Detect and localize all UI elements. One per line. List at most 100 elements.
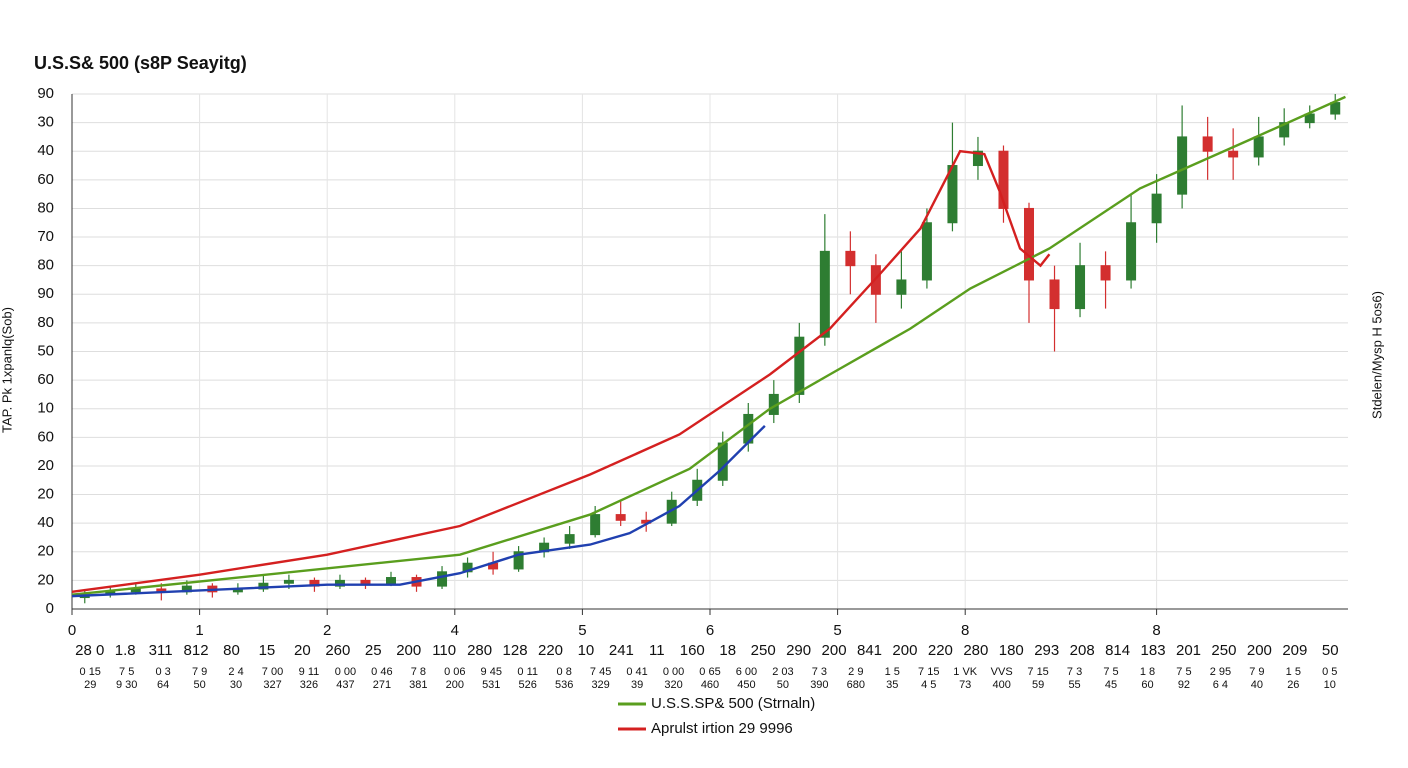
candle-body [437,571,448,587]
x-sub-label: 0 3 [155,666,170,678]
x-sub-label: 536 [555,679,573,691]
x-sub-label: 50 [193,679,205,691]
x-sub-label: 18 [719,642,736,659]
x-sub-label: 209 [1282,642,1307,659]
x-sub-label: 200 [1247,642,1272,659]
x-sub-label: 7 45 [590,666,611,678]
x-sub-label: 0 5 [1322,666,1337,678]
x-sub-label: 320 [664,679,682,691]
x-sub-label: 80 [223,642,240,659]
x-sub-label: 2 9 [848,666,863,678]
x-sub-label: 60 [1141,679,1153,691]
y-tick-label: 80 [37,314,54,331]
y-tick-label: 90 [37,285,54,302]
candle-body [334,579,345,587]
x-sub-label: 260 [325,642,350,659]
x-sub-label: 329 [591,679,609,691]
x-sub-label: 183 [1141,642,1166,659]
x-sub-label: 526 [519,679,537,691]
x-sub-label: 20 [294,642,311,659]
x-sub-label: 7 9 [1249,666,1264,678]
x-sub-label: 0 65 [699,666,720,678]
candle-body [1202,136,1213,152]
x-tick-label: 8 [1152,622,1160,639]
x-sub-label: 9 30 [116,679,137,691]
candle-body [1177,136,1188,195]
x-tick-label: 0 [68,622,76,639]
x-sub-label: 73 [959,679,971,691]
x-tick-label: 8 [961,622,969,639]
x-sub-label: 9 11 [299,666,320,678]
candle-body [564,534,575,544]
x-sub-label: 200 [446,679,464,691]
x-sub-label: 812 [184,642,209,659]
x-sub-label: 220 [538,642,563,659]
x-sub-label: 1 5 [1286,666,1301,678]
candle-body [1049,279,1060,310]
x-sub-label: 26 [1287,679,1299,691]
x-sub-label: 6 00 [736,666,757,678]
x-sub-label: 7 9 [192,666,207,678]
x-sub-label: 7 5 [119,666,134,678]
x-sub-label: 250 [1211,642,1236,659]
x-sub-label: 92 [1178,679,1190,691]
x-sub-label: 7 8 [411,666,426,678]
x-sub-label: 160 [680,642,705,659]
candle-body [615,514,626,521]
x-tick-label: 1 [195,622,203,639]
x-sub-label: 814 [1105,642,1130,659]
x-tick-label: 5 [578,622,586,639]
candle-body [1151,193,1162,224]
x-sub-label: 29 [84,679,96,691]
x-sub-label: 326 [300,679,318,691]
y-tick-label: 60 [37,428,54,445]
x-sub-label: VVS [991,666,1013,678]
legend-label: U.S.S.SP& 500 (Strnaln) [651,695,815,712]
x-sub-label: 0 8 [557,666,572,678]
x-sub-label: 50 [1322,642,1339,659]
x-sub-label: 1 VK [953,666,978,678]
x-sub-label: 1 8 [1140,666,1155,678]
x-sub-label: 39 [631,679,643,691]
x-sub-label: 7 3 [1067,666,1082,678]
x-sub-label: 208 [1070,642,1095,659]
x-sub-label: 271 [373,679,391,691]
y-tick-label: 0 [46,600,54,617]
x-sub-label: 45 [1105,679,1117,691]
x-sub-label: 15 [259,642,276,659]
candle-body [590,514,601,536]
x-sub-label: 30 [230,679,242,691]
x-sub-label: 0 00 [335,666,356,678]
x-sub-label: 200 [892,642,917,659]
candle-body [896,279,907,295]
x-sub-label: 0 41 [626,666,647,678]
x-sub-label: 390 [810,679,828,691]
x-sub-label: 280 [963,642,988,659]
candle-body [1253,136,1264,158]
x-sub-label: 2 95 [1210,666,1231,678]
candle-body [998,150,1009,209]
line-series [71,425,766,598]
x-sub-label: 0 00 [663,666,684,678]
y2-axis-label: Stdelen/Mysp H 5os6) [1369,291,1384,419]
x-sub-label: 1.8 [115,642,136,659]
candle-body [1228,150,1239,158]
x-sub-label: 2 4 [228,666,243,678]
y-tick-label: 80 [37,199,54,216]
candle-body [972,150,983,167]
x-sub-label: 7 15 [918,666,939,678]
candle-body [1279,122,1290,138]
x-sub-label: 0 46 [371,666,392,678]
x-sub-label: 200 [822,642,847,659]
x-sub-label: 220 [928,642,953,659]
x-tick-label: 5 [833,622,841,639]
candle-body [386,577,396,584]
candle-body [1075,265,1086,310]
candle-body [1100,265,1111,281]
x-sub-label: 64 [157,679,169,691]
x-sub-label: 460 [701,679,719,691]
x-tick-label: 2 [323,622,331,639]
x-sub-label: 293 [1034,642,1059,659]
x-sub-label: 50 [777,679,789,691]
x-tick-label: 4 [451,622,459,639]
